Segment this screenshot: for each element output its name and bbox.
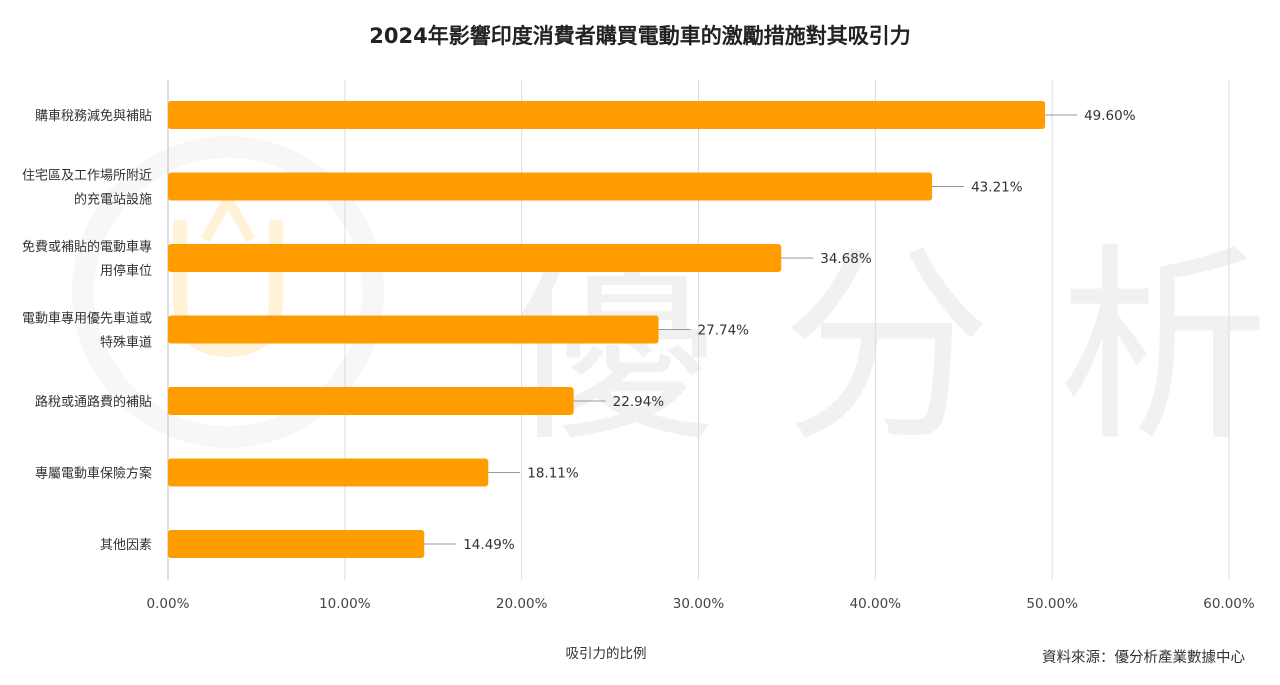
category-label-line: 的充電站設施 xyxy=(74,192,152,208)
source-note: 資料來源：優分析產業數據中心 xyxy=(1042,649,1245,666)
x-axis-title: 吸引力的比例 xyxy=(566,646,647,662)
bar xyxy=(168,172,933,201)
category-labels: 購車稅務減免與補貼住宅區及工作場所附近的充電站設施免費或補貼的電動車專用停車位電… xyxy=(22,108,152,553)
category-label: 購車稅務減免與補貼 xyxy=(35,108,152,124)
data-label: 27.74% xyxy=(698,323,750,339)
x-tick-label: 0.00% xyxy=(147,596,190,612)
category-label-line: 住宅區及工作場所附近 xyxy=(22,169,152,184)
category-label-line: 免費或補貼的電動車專 xyxy=(22,239,152,255)
tick-labels: 0.00% 10.00% 20.00% 30.00% 40.00% 50.00% 60.00… xyxy=(147,596,1255,612)
bar xyxy=(168,315,659,344)
category-label-line: 其他因素 xyxy=(100,538,152,553)
category-label-line: 用停車位 xyxy=(100,263,152,279)
category-label: 其他因素 xyxy=(100,538,152,553)
bar xyxy=(168,101,1046,129)
category-label-line: 特殊車道 xyxy=(100,336,152,351)
category-label: 電動車專用優先車道或特殊車道 xyxy=(22,312,152,351)
bar xyxy=(168,530,425,558)
data-label: 49.60% xyxy=(1084,108,1136,124)
category-label-line: 路稅或通路費的補貼 xyxy=(35,394,152,410)
bars: 49.60% 43.21% 34.68% 27.74% 22.94% 18.11% 14.4… xyxy=(168,101,1136,558)
category-label-line: 專屬電動車保險方案 xyxy=(35,466,152,482)
x-tick-label: 30.00% xyxy=(673,596,725,612)
category-label: 住宅區及工作場所附近的充電站設施 xyxy=(22,169,152,208)
x-tick-label: 40.00% xyxy=(850,596,902,612)
bar xyxy=(168,458,489,487)
data-label: 18.11% xyxy=(527,466,579,482)
x-tick-label: 10.00% xyxy=(319,596,371,612)
chart-title: 2024年影響印度消費者購買電動車的激勵措施對其吸引力 xyxy=(369,24,910,48)
category-label-line: 電動車專用優先車道或 xyxy=(22,312,152,327)
data-label: 14.49% xyxy=(463,537,515,553)
category-label-line: 購車稅務減免與補貼 xyxy=(35,108,152,124)
category-label: 免費或補貼的電動車專用停車位 xyxy=(22,239,152,279)
x-tick-label: 60.00% xyxy=(1203,596,1255,612)
bar xyxy=(168,387,574,415)
data-label: 22.94% xyxy=(613,394,665,410)
x-tick-label: 20.00% xyxy=(496,596,548,612)
bar xyxy=(168,244,782,272)
category-label: 路稅或通路費的補貼 xyxy=(35,394,152,410)
data-label: 34.68% xyxy=(820,251,872,267)
category-label: 專屬電動車保險方案 xyxy=(35,466,152,482)
data-label: 43.21% xyxy=(971,180,1023,196)
x-tick-label: 50.00% xyxy=(1026,596,1078,612)
